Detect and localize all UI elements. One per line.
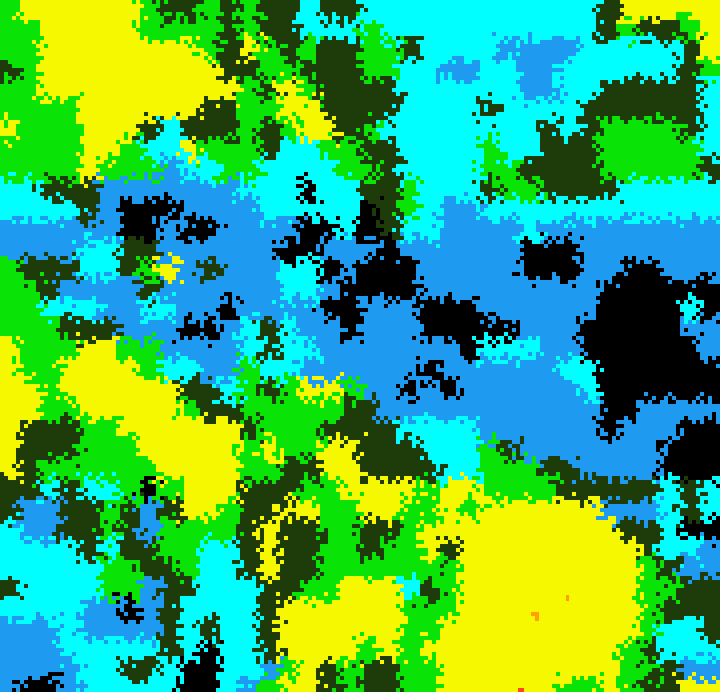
raster-canvas <box>0 0 720 692</box>
false-color-raster-image <box>0 0 720 692</box>
